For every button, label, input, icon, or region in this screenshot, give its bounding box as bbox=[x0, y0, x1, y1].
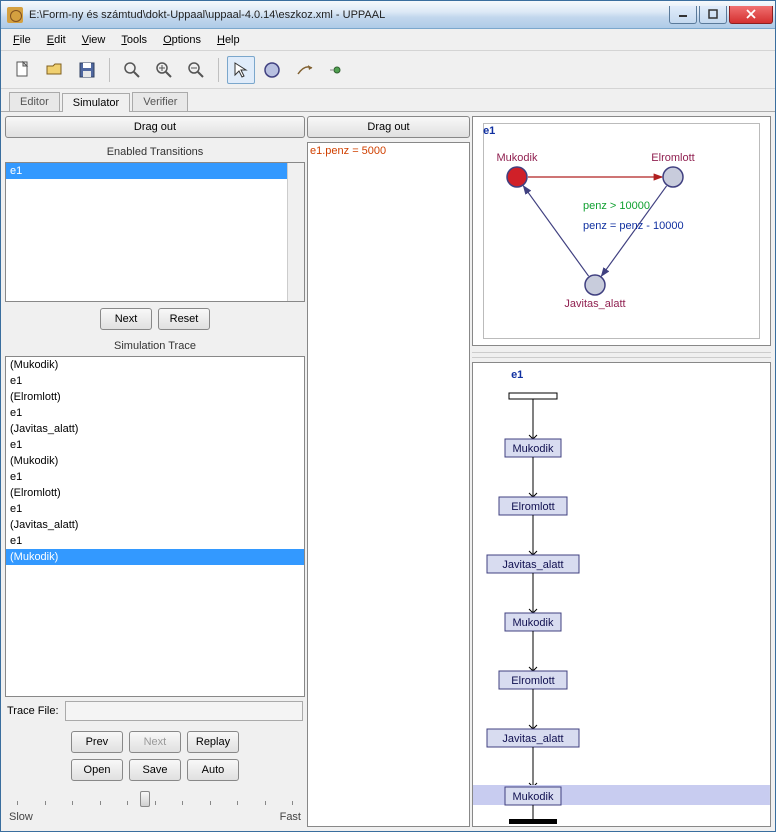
edge-tool-icon[interactable] bbox=[291, 56, 319, 84]
titlebar-text: E:\Form-ny és számtud\dokt-Uppaal\uppaal… bbox=[29, 9, 667, 21]
toolbar-separator bbox=[218, 58, 219, 82]
replay-button[interactable]: Replay bbox=[187, 731, 239, 753]
enabled-transitions-list[interactable]: e1 bbox=[5, 162, 305, 302]
titlebar[interactable]: E:\Form-ny és számtud\dokt-Uppaal\uppaal… bbox=[1, 1, 775, 29]
window-controls bbox=[667, 6, 773, 24]
trace-file-label: Trace File: bbox=[7, 705, 59, 717]
tab-simulator[interactable]: Simulator bbox=[62, 93, 130, 112]
main-tabs: Editor Simulator Verifier bbox=[1, 89, 775, 111]
zoom-out-icon[interactable] bbox=[182, 56, 210, 84]
sequence-diagram: e1 Mukodik Elromlott Javitas_alatt Mukodik E… bbox=[472, 362, 771, 827]
open-button[interactable]: Open bbox=[71, 759, 123, 781]
next-button[interactable]: Next bbox=[100, 308, 152, 330]
fast-label: Fast bbox=[280, 811, 301, 823]
tab-editor[interactable]: Editor bbox=[9, 92, 60, 111]
menubar: File Edit View Tools Options Help bbox=[1, 29, 775, 51]
prev-button[interactable]: Prev bbox=[71, 731, 123, 753]
select-tool-icon[interactable] bbox=[227, 56, 255, 84]
trace-item[interactable]: (Mukodik) bbox=[6, 453, 304, 469]
zoom-icon[interactable] bbox=[118, 56, 146, 84]
menu-view[interactable]: View bbox=[76, 32, 112, 48]
trace-item[interactable]: (Mukodik) bbox=[6, 549, 304, 565]
svg-text:Javitas_alatt: Javitas_alatt bbox=[502, 733, 563, 745]
drag-out-button-middle[interactable]: Drag out bbox=[307, 116, 470, 138]
speed-slider[interactable]: Slow Fast bbox=[5, 787, 305, 827]
auto-button[interactable]: Auto bbox=[187, 759, 239, 781]
enabled-transitions-label: Enabled Transitions bbox=[5, 142, 305, 162]
simulation-trace-label: Simulation Trace bbox=[5, 336, 305, 356]
open-icon[interactable] bbox=[41, 56, 69, 84]
toolbar bbox=[1, 51, 775, 89]
svg-text:Mukodik: Mukodik bbox=[497, 152, 538, 164]
sequence-title: e1 bbox=[511, 369, 523, 381]
maximize-button[interactable] bbox=[699, 6, 727, 24]
minimize-button[interactable] bbox=[669, 6, 697, 24]
svg-text:penz > 10000: penz > 10000 bbox=[583, 200, 650, 212]
slow-label: Slow bbox=[9, 811, 33, 823]
trace-item[interactable]: (Elromlott) bbox=[6, 389, 304, 405]
menu-edit[interactable]: Edit bbox=[41, 32, 72, 48]
automaton-diagram: e1 MukodikElromlottJavitas_alattpenz > 1… bbox=[472, 116, 771, 346]
trace-item[interactable]: (Javitas_alatt) bbox=[6, 517, 304, 533]
middle-column: Drag out e1.penz = 5000 bbox=[307, 116, 470, 827]
svg-text:Mukodik: Mukodik bbox=[513, 791, 554, 803]
menu-help[interactable]: Help bbox=[211, 32, 246, 48]
diagram-svg: Mukodik Elromlott Javitas_alatt penz > 1000… bbox=[473, 117, 770, 345]
svg-text:Elromlott: Elromlott bbox=[511, 675, 554, 687]
trace-item[interactable]: (Javitas_alatt) bbox=[6, 421, 304, 437]
close-button[interactable] bbox=[729, 6, 773, 24]
trace-item[interactable]: e1 bbox=[6, 405, 304, 421]
save-trace-button[interactable]: Save bbox=[129, 759, 181, 781]
sequence-svg: Mukodik Elromlott Javitas_alatt Mukodik Elro… bbox=[473, 385, 770, 827]
trace-item[interactable]: (Mukodik) bbox=[6, 357, 304, 373]
drag-out-button-left[interactable]: Drag out bbox=[5, 116, 305, 138]
trace-item[interactable]: (Elromlott) bbox=[6, 485, 304, 501]
menu-options[interactable]: Options bbox=[157, 32, 207, 48]
svg-text:Mukodik: Mukodik bbox=[513, 443, 554, 455]
nail-tool-icon[interactable] bbox=[323, 56, 351, 84]
svg-text:Javitas_alatt: Javitas_alatt bbox=[502, 559, 563, 571]
right-column: e1 Mukodik Elromlott Javitas_alatt penz > 1… bbox=[472, 116, 771, 827]
horizontal-splitter[interactable] bbox=[472, 352, 771, 358]
svg-text:Javitas_alatt: Javitas_alatt bbox=[564, 298, 625, 310]
trace-item[interactable]: e1 bbox=[6, 501, 304, 517]
svg-text:Elromlott: Elromlott bbox=[511, 501, 554, 513]
trace-item[interactable]: e1 bbox=[6, 437, 304, 453]
menu-tools[interactable]: Tools bbox=[115, 32, 153, 48]
trace-item[interactable]: e1 bbox=[6, 533, 304, 549]
variable-value: e1.penz = 5000 bbox=[310, 145, 386, 157]
trace-file-field[interactable] bbox=[65, 701, 303, 721]
next-trace-button[interactable]: Next bbox=[129, 731, 181, 753]
svg-text:Mukodik: Mukodik bbox=[513, 617, 554, 629]
simulator-content: Drag out Enabled Transitions e1 Next Res… bbox=[1, 111, 775, 831]
zoom-in-icon[interactable] bbox=[150, 56, 178, 84]
app-window: E:\Form-ny és számtud\dokt-Uppaal\uppaal… bbox=[0, 0, 776, 832]
trace-item[interactable]: e1 bbox=[6, 469, 304, 485]
slider-thumb-icon[interactable] bbox=[140, 791, 150, 807]
trace-item[interactable]: e1 bbox=[6, 373, 304, 389]
svg-text:penz = penz - 10000: penz = penz - 10000 bbox=[583, 220, 684, 232]
simulation-trace-list[interactable]: (Mukodik)e1(Elromlott)e1(Javitas_alatt)e… bbox=[5, 356, 305, 697]
toolbar-separator bbox=[109, 58, 110, 82]
tab-verifier[interactable]: Verifier bbox=[132, 92, 188, 111]
menu-file[interactable]: File bbox=[7, 32, 37, 48]
app-icon bbox=[7, 7, 23, 23]
variables-panel: e1.penz = 5000 bbox=[307, 142, 470, 827]
svg-text:Elromlott: Elromlott bbox=[651, 152, 694, 164]
reset-button[interactable]: Reset bbox=[158, 308, 210, 330]
enabled-transition-item[interactable]: e1 bbox=[6, 163, 304, 179]
save-icon[interactable] bbox=[73, 56, 101, 84]
location-tool-icon[interactable] bbox=[259, 56, 287, 84]
new-icon[interactable] bbox=[9, 56, 37, 84]
left-column: Drag out Enabled Transitions e1 Next Res… bbox=[5, 116, 305, 827]
